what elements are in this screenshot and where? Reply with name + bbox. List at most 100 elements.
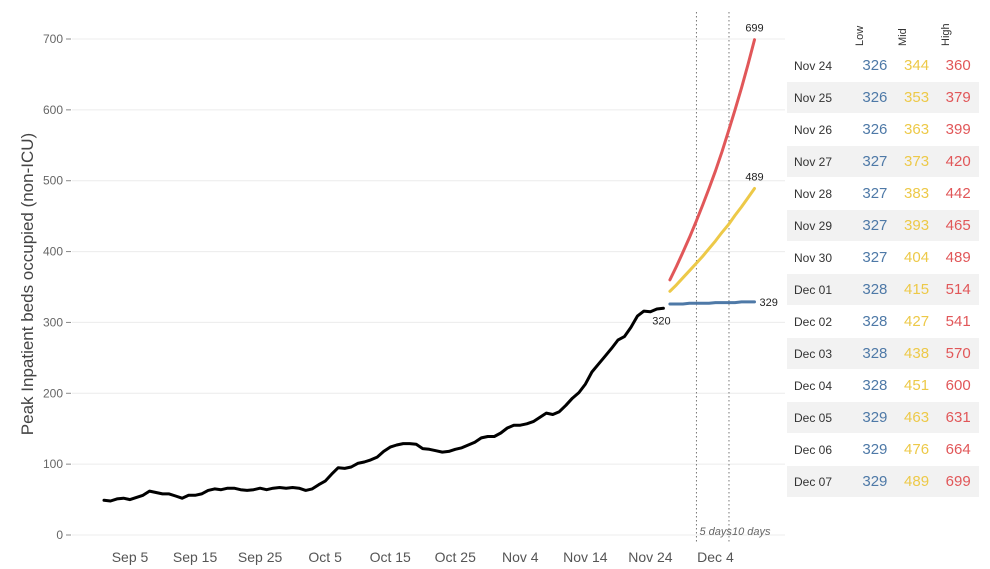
table-row: Dec 03 328 438 570 xyxy=(787,337,979,369)
projection-chart: 0 100 200 300 400 500 600 700 Sep 5 Sep 15 Sep 25… xyxy=(18,12,785,565)
header-mid: Mid xyxy=(897,28,909,46)
row-high-value: 379 xyxy=(945,89,971,106)
y-tick-label: 500 xyxy=(43,174,63,188)
header-high: High xyxy=(940,23,952,46)
series-line-high xyxy=(668,38,756,282)
row-date: Nov 27 xyxy=(794,154,833,169)
x-tick-label: Nov 4 xyxy=(502,549,539,565)
row-high-value: 360 xyxy=(945,57,971,74)
marker-label: 10 days xyxy=(732,526,771,538)
row-date: Nov 25 xyxy=(794,90,833,105)
row-date: Nov 29 xyxy=(794,218,833,233)
table-row: Dec 06 329 476 664 xyxy=(787,433,979,465)
table-row: Nov 25 326 353 379 xyxy=(787,81,979,113)
row-date: Dec 05 xyxy=(794,410,833,425)
day-markers: 5 days 10 days xyxy=(695,12,771,542)
row-high-value: 664 xyxy=(945,441,971,458)
historical-line xyxy=(102,306,665,503)
y-axis-ticks: 0 100 200 300 400 500 600 700 xyxy=(43,32,71,542)
y-tick-label: 300 xyxy=(43,315,63,329)
table-body: Nov 24 326 344 360 Nov 25 326 353 379 Nov 26 326 3… xyxy=(787,49,979,497)
row-mid-value: 463 xyxy=(904,409,930,426)
row-date: Dec 06 xyxy=(794,442,833,457)
row-low-value: 327 xyxy=(862,217,888,234)
table-row: Nov 26 326 363 399 xyxy=(787,113,979,145)
row-date: Nov 24 xyxy=(794,58,833,73)
row-low-value: 329 xyxy=(862,409,888,426)
row-date: Nov 30 xyxy=(794,250,833,265)
row-mid-value: 438 xyxy=(904,345,930,362)
row-low-value: 327 xyxy=(862,249,888,266)
row-low-value: 326 xyxy=(862,121,888,138)
row-high-value: 570 xyxy=(945,345,971,362)
series-end-label-mid: 489 xyxy=(745,172,763,184)
row-high-value: 541 xyxy=(945,313,971,330)
row-mid-value: 489 xyxy=(904,473,930,490)
row-high-value: 399 xyxy=(945,121,971,138)
row-low-value: 326 xyxy=(862,57,888,74)
row-date: Nov 28 xyxy=(794,186,833,201)
row-mid-value: 451 xyxy=(904,377,930,394)
y-tick-label: 400 xyxy=(43,245,63,259)
row-high-value: 514 xyxy=(945,281,971,298)
row-mid-value: 373 xyxy=(904,153,930,170)
projection-table: Low Mid High Nov 24 326 344 360 Nov 25 326 353… xyxy=(787,0,979,497)
table-row: Dec 07 329 489 699 xyxy=(787,465,979,497)
table-row: Dec 02 328 427 541 xyxy=(787,305,979,337)
row-high-value: 420 xyxy=(945,153,971,170)
table-row: Nov 27 327 373 420 xyxy=(787,145,979,177)
y-tick-label: 0 xyxy=(56,528,63,542)
table-header: Low Mid High xyxy=(787,0,979,49)
row-mid-value: 363 xyxy=(904,121,930,138)
row-date: Dec 02 xyxy=(794,314,833,329)
table-row: Dec 05 329 463 631 xyxy=(787,401,979,433)
x-tick-label: Nov 14 xyxy=(563,549,608,565)
row-mid-value: 404 xyxy=(904,249,930,266)
table-row: Nov 24 326 344 360 xyxy=(787,49,979,81)
row-high-value: 631 xyxy=(945,409,971,426)
y-tick-label: 600 xyxy=(43,103,63,117)
row-mid-value: 415 xyxy=(904,281,930,298)
row-low-value: 328 xyxy=(862,345,888,362)
x-tick-label: Oct 25 xyxy=(435,549,476,565)
x-tick-label: Nov 24 xyxy=(628,549,673,565)
row-date: Nov 26 xyxy=(794,122,833,137)
historical-end-label: 320 xyxy=(652,315,670,327)
x-tick-label: Sep 25 xyxy=(238,549,283,565)
table-row: Nov 30 327 404 489 xyxy=(787,241,979,273)
x-tick-label: Dec 4 xyxy=(697,549,734,565)
y-tick-label: 700 xyxy=(43,32,63,46)
row-mid-value: 393 xyxy=(904,217,930,234)
header-low: Low xyxy=(854,25,866,46)
row-low-value: 328 xyxy=(862,281,888,298)
row-low-value: 327 xyxy=(862,153,888,170)
row-high-value: 465 xyxy=(945,217,971,234)
x-tick-label: Oct 5 xyxy=(308,549,342,565)
row-low-value: 326 xyxy=(862,89,888,106)
x-tick-label: Sep 15 xyxy=(173,549,218,565)
row-mid-value: 383 xyxy=(904,185,930,202)
row-high-value: 699 xyxy=(945,473,971,490)
end-labels: 320 329 489 699 xyxy=(652,23,778,328)
y-tick-label: 200 xyxy=(43,386,63,400)
row-low-value: 328 xyxy=(862,313,888,330)
series-end-label-high: 699 xyxy=(745,23,763,35)
series-line-low xyxy=(668,300,756,306)
row-mid-value: 344 xyxy=(904,57,930,74)
table-row: Nov 29 327 393 465 xyxy=(787,209,979,241)
series-lines xyxy=(102,38,756,503)
row-date: Dec 04 xyxy=(794,378,833,393)
row-date: Dec 03 xyxy=(794,346,833,361)
gridlines xyxy=(72,38,785,536)
table-row: Dec 01 328 415 514 xyxy=(787,273,979,305)
row-low-value: 329 xyxy=(862,473,888,490)
row-high-value: 489 xyxy=(945,249,971,266)
y-tick-label: 100 xyxy=(43,457,63,471)
series-line-mid xyxy=(668,187,756,293)
table-row: Nov 28 327 383 442 xyxy=(787,177,979,209)
row-date: Dec 01 xyxy=(794,282,833,297)
row-low-value: 329 xyxy=(862,441,888,458)
row-low-value: 328 xyxy=(862,377,888,394)
row-high-value: 600 xyxy=(945,377,971,394)
row-low-value: 327 xyxy=(862,185,888,202)
